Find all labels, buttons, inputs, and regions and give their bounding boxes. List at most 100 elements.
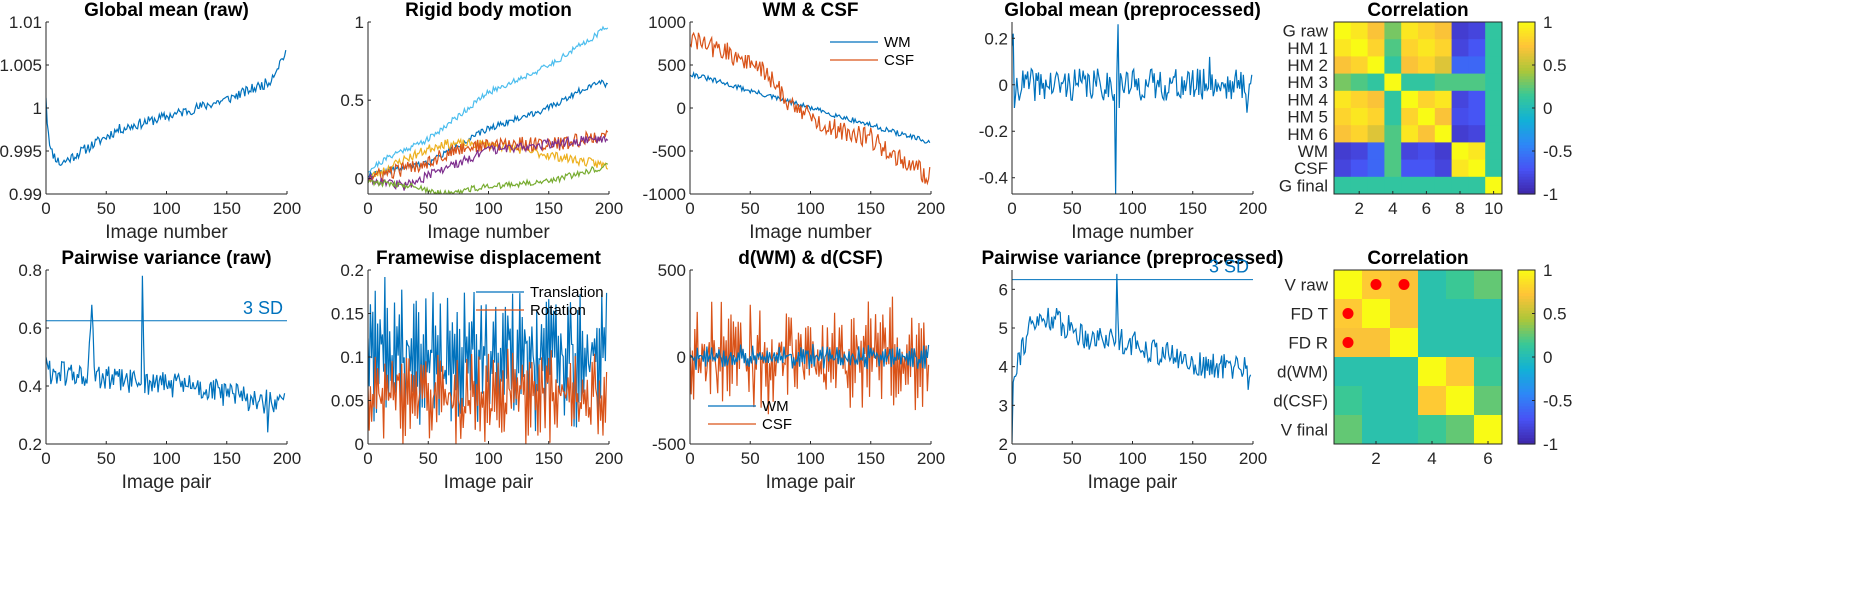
colorbar-label: 1 xyxy=(1543,13,1552,32)
colorbar-step xyxy=(1518,125,1535,129)
y-tick-label: 0.05 xyxy=(331,392,364,411)
y-tick-label: 0.2 xyxy=(984,29,1008,48)
chart-title: Pairwise variance (preprocessed) xyxy=(981,248,1283,269)
row-label: d(CSF) xyxy=(1273,392,1328,411)
colorbar-step xyxy=(1518,426,1535,431)
heatmap-cell xyxy=(1384,73,1402,92)
heatmap-cell xyxy=(1334,357,1363,387)
colorbar-label: 0 xyxy=(1543,99,1552,118)
heatmap-cell xyxy=(1384,142,1402,161)
heatmap-cell xyxy=(1390,299,1419,329)
chart-title: Correlation xyxy=(1367,0,1468,21)
colorbar-step xyxy=(1518,342,1535,346)
x-tick-label: 200 xyxy=(1239,199,1267,218)
heatmap-cell xyxy=(1468,142,1486,161)
heatmap-cell xyxy=(1434,73,1453,92)
chart-p2: Rigid body motion 0 50 100 150 200 0 0.5 1 Image … xyxy=(340,0,623,243)
series-line-0 xyxy=(46,50,287,167)
x-tick-label: 50 xyxy=(1063,449,1082,468)
colorbar-step xyxy=(1518,142,1535,146)
colorbar-step xyxy=(1518,322,1535,326)
heatmap-cell xyxy=(1468,108,1486,126)
heatmap-cell xyxy=(1485,90,1503,109)
chart-title: Global mean (preprocessed) xyxy=(1004,0,1261,21)
x-tick-label: 150 xyxy=(535,449,563,468)
heatmap-cell xyxy=(1451,176,1469,195)
colorbar-label: 0 xyxy=(1543,348,1552,367)
heatmap-cell xyxy=(1350,56,1369,75)
colorbar-step xyxy=(1518,173,1535,178)
colorbar-step xyxy=(1518,377,1535,381)
colorbar-label: 0.5 xyxy=(1543,305,1567,324)
heatmap-cell xyxy=(1434,22,1453,40)
heatmap-cell xyxy=(1418,159,1436,178)
y-tick-label: 0 xyxy=(677,99,686,118)
colorbar-step xyxy=(1518,362,1535,367)
colorbar-step xyxy=(1518,380,1535,384)
x-tick-label: 50 xyxy=(741,449,760,468)
colorbar-step xyxy=(1518,76,1535,80)
heatmap-cell xyxy=(1367,108,1385,126)
colorbar-step xyxy=(1518,435,1535,439)
x-tick-label: 2 xyxy=(1354,199,1363,218)
row-label: V raw xyxy=(1285,276,1329,295)
colorbar-step xyxy=(1518,400,1535,404)
heatmap-cell xyxy=(1384,39,1402,57)
colorbar-step xyxy=(1518,39,1535,43)
colorbar-step xyxy=(1518,365,1535,370)
y-tick-label: 0 xyxy=(999,76,1008,95)
heatmap-cell xyxy=(1418,22,1436,40)
chart-title: Pairwise variance (raw) xyxy=(61,248,271,269)
colorbar-step xyxy=(1518,423,1535,428)
colorbar-step xyxy=(1518,287,1535,291)
colorbar-step xyxy=(1518,368,1535,373)
threshold-label: 3 SD xyxy=(1209,257,1249,277)
heatmap-cell xyxy=(1434,176,1453,195)
heatmap-cell xyxy=(1468,39,1486,57)
x-tick-label: 150 xyxy=(213,199,241,218)
colorbar-step xyxy=(1518,108,1535,112)
colorbar-step xyxy=(1518,415,1535,419)
colorbar-step xyxy=(1518,371,1535,375)
legend-label: WM xyxy=(762,398,789,415)
heatmap-cell xyxy=(1418,142,1436,161)
heatmap-cell xyxy=(1350,125,1369,143)
colorbar-step xyxy=(1518,102,1535,106)
colorbar-step xyxy=(1518,133,1535,138)
x-tick-label: 200 xyxy=(273,199,301,218)
colorbar-step xyxy=(1518,79,1535,83)
colorbar-step xyxy=(1518,339,1535,344)
significance-marker xyxy=(1370,279,1382,290)
heatmap-cell xyxy=(1384,176,1402,195)
heatmap-cell xyxy=(1350,159,1369,178)
heatmap-cell xyxy=(1418,125,1436,143)
x-tick-label: 100 xyxy=(796,199,824,218)
series-group xyxy=(690,296,930,415)
x-axis-label: Image pair xyxy=(122,472,212,493)
heatmap-cell xyxy=(1334,56,1352,75)
series-group xyxy=(46,50,287,167)
series-line-0 xyxy=(368,25,609,173)
colorbar-step xyxy=(1518,412,1535,416)
series-line-wm xyxy=(690,70,931,144)
heatmap-cell xyxy=(1485,108,1503,126)
chart-title: Global mean (raw) xyxy=(84,0,249,21)
x-tick-label: 50 xyxy=(419,449,438,468)
heatmap-cell xyxy=(1451,125,1469,143)
colorbar-step xyxy=(1518,406,1535,410)
chart-p9: Pairwise variance (preprocessed)3 SD 0 50 1… xyxy=(981,248,1283,493)
colorbar-step xyxy=(1518,151,1535,155)
y-tick-label: 6 xyxy=(999,280,1008,299)
x-tick-label: 4 xyxy=(1427,449,1436,468)
x-tick-label: 200 xyxy=(917,199,945,218)
series-line-wm xyxy=(690,344,930,371)
colorbar-step xyxy=(1518,188,1535,192)
y-tick-label: 2 xyxy=(999,435,1008,454)
colorbar-step xyxy=(1518,110,1535,115)
heatmap-cell xyxy=(1418,357,1447,387)
x-tick-label: 100 xyxy=(796,449,824,468)
heatmap-cell xyxy=(1468,90,1486,109)
heatmap-cell xyxy=(1384,22,1402,40)
x-tick-label: 50 xyxy=(419,199,438,218)
y-tick-label: 0.15 xyxy=(331,305,364,324)
